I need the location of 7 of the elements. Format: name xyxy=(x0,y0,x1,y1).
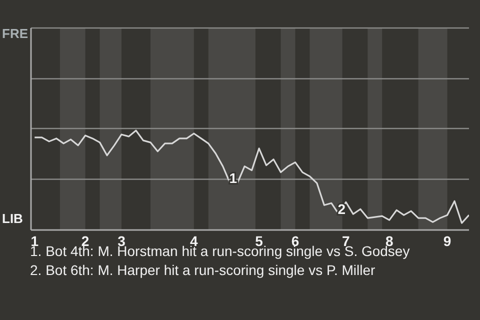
text: 2. Bot 6th: M. Harper hit a run-scoring single vs P. Miller xyxy=(30,261,376,280)
x-tick-label: 6 xyxy=(291,233,300,249)
annotation: 1 xyxy=(229,170,238,186)
text: LIB xyxy=(2,211,23,226)
x-tick-label: 5 xyxy=(255,233,264,249)
x-tick-label: 9 xyxy=(443,233,452,249)
text: FRE xyxy=(2,26,28,41)
